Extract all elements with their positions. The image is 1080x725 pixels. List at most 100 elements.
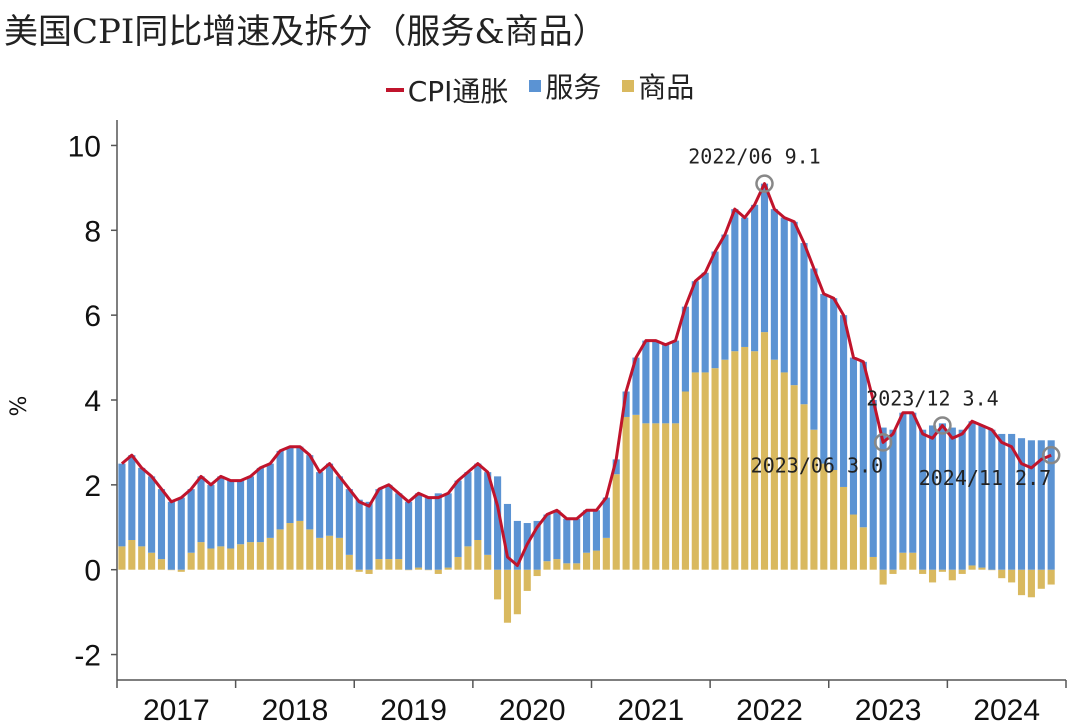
services-bar (751, 204, 759, 352)
goods-bar (859, 527, 867, 570)
goods-bar (434, 569, 442, 574)
services-bar (563, 518, 571, 564)
goods-bar (395, 559, 403, 570)
services-bar (256, 467, 264, 543)
services-bar (701, 272, 709, 373)
services-bar (246, 476, 255, 543)
x-tick-label: 2023 (855, 694, 922, 725)
goods-bar (167, 569, 175, 571)
services-bar (1037, 440, 1045, 570)
services-bar (325, 463, 334, 536)
services-bar (355, 499, 363, 570)
goods-bar (335, 537, 343, 570)
services-bar (948, 427, 956, 570)
y-tick-label: 2 (84, 470, 101, 503)
services-bar (543, 514, 551, 562)
goods-bar (118, 546, 126, 570)
goods-bar (405, 569, 413, 571)
services-bar (414, 493, 423, 568)
services-bar (513, 520, 521, 570)
annotation-label: 2023/12 3.4 (866, 386, 998, 410)
goods-bar (464, 546, 472, 570)
goods-bar (157, 559, 166, 570)
services-bar (958, 429, 966, 570)
services-bar (553, 510, 561, 560)
legend-swatch-cpi (385, 88, 404, 92)
goods-bar (1027, 569, 1035, 598)
goods-bar (919, 569, 927, 574)
goods-bar (197, 542, 205, 570)
goods-bar (573, 563, 581, 570)
goods-bar (138, 546, 146, 570)
goods-bar (642, 423, 650, 570)
services-bar (286, 446, 294, 524)
services-bar (919, 429, 927, 570)
goods-bar (780, 372, 788, 570)
services-bar (770, 209, 778, 360)
goods-bar (731, 351, 739, 570)
legend-item-services: 服务 (529, 66, 601, 106)
services-bar (266, 463, 274, 538)
x-tick-label: 2024 (973, 694, 1040, 725)
annotation-label: 2023/06 3.0 (751, 453, 883, 477)
goods-bar (998, 569, 1006, 579)
services-bar (938, 423, 946, 570)
services-bar (840, 315, 848, 487)
goods-bar (988, 569, 996, 571)
services-bar (474, 463, 482, 540)
goods-bar (256, 542, 264, 570)
services-bar (592, 510, 601, 551)
services-bar (889, 429, 897, 570)
services-bar (484, 472, 492, 555)
services-bar (217, 476, 225, 547)
services-bar (899, 412, 907, 553)
goods-bar (296, 520, 304, 570)
goods-bar (968, 565, 976, 570)
services-bar (582, 510, 591, 553)
goods-bar (938, 569, 946, 572)
goods-bar (543, 561, 551, 570)
goods-bar (602, 537, 610, 570)
goods-bar (582, 552, 591, 570)
goods-bar (751, 351, 759, 570)
goods-bar (869, 556, 877, 570)
legend-label-services: 服务 (545, 71, 602, 104)
x-tick-label: 2018 (262, 694, 329, 725)
services-bar (968, 421, 976, 566)
goods-bar (325, 535, 334, 570)
goods-bar (227, 548, 235, 570)
services-bar (187, 489, 195, 553)
goods-bar (1008, 569, 1016, 583)
y-tick-label: 0 (84, 555, 101, 588)
services-bar (385, 484, 393, 560)
services-bar (681, 306, 689, 392)
goods-bar (909, 552, 917, 570)
services-bar (642, 340, 650, 424)
goods-bar (385, 559, 393, 570)
goods-bar (790, 385, 798, 570)
goods-bar (681, 391, 689, 570)
services-bar (988, 429, 996, 570)
goods-bar (276, 529, 284, 570)
annotation-marker (933, 416, 952, 435)
services-bar (128, 455, 136, 540)
legend-label-cpi: CPI通胀 (407, 75, 509, 108)
services-bar (1027, 440, 1035, 570)
goods-bar (879, 569, 887, 585)
goods-bar (177, 569, 185, 572)
services-bar (405, 501, 413, 570)
services-bar (652, 340, 660, 424)
goods-bar (375, 559, 383, 570)
goods-bar (632, 414, 640, 570)
services-bar (849, 357, 858, 515)
services-bar (790, 221, 798, 386)
goods-bar (286, 523, 294, 570)
goods-bar (671, 423, 680, 570)
services-bar (780, 217, 788, 373)
goods-bar (701, 372, 709, 570)
services-bar (157, 489, 166, 560)
services-bar (800, 243, 808, 405)
services-bar (227, 480, 235, 549)
goods-bar (128, 540, 136, 570)
legend-item-cpi: CPI通胀 (385, 70, 509, 110)
